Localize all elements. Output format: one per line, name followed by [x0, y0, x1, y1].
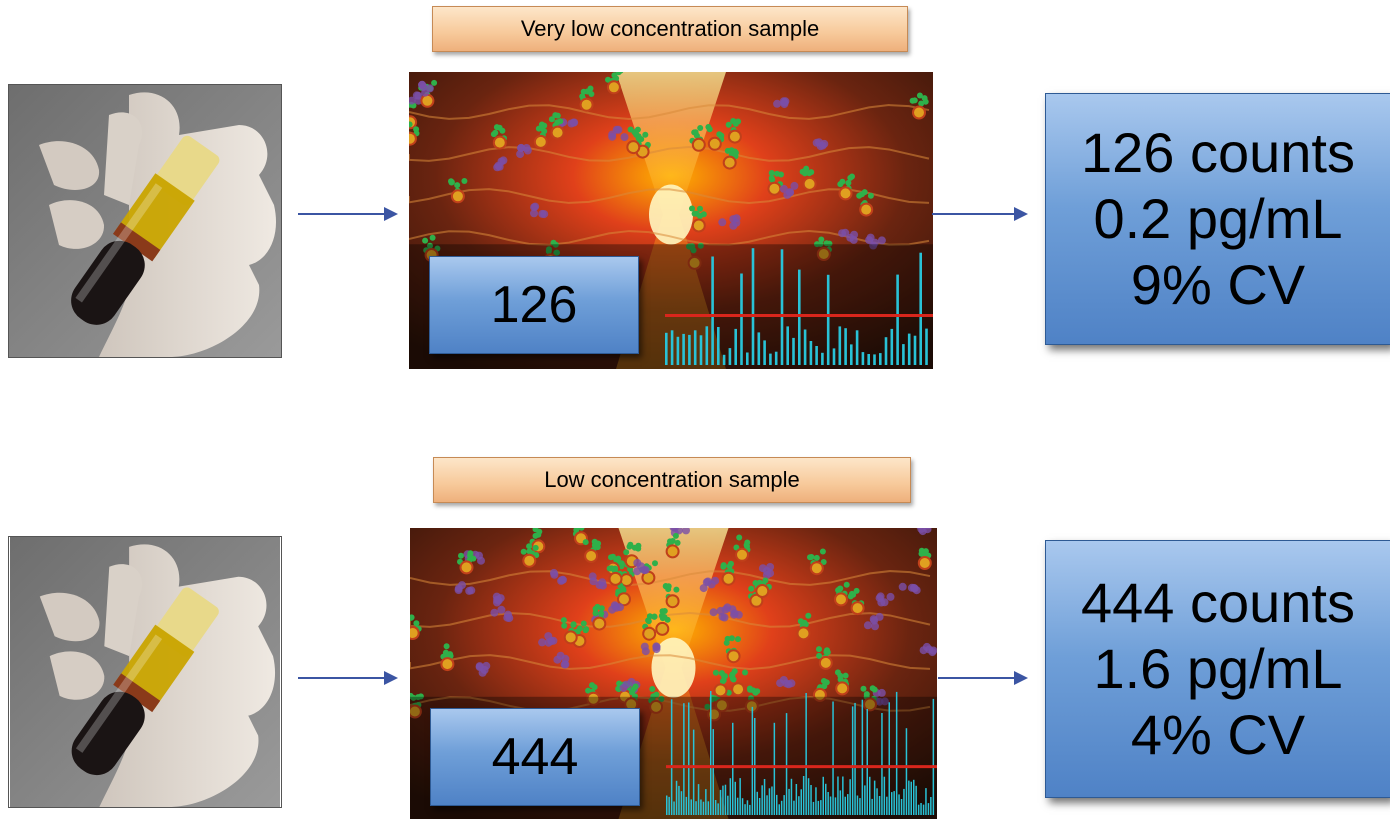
result-cv: 9% CV	[1130, 253, 1306, 316]
assay-row-low: Low concentration sample 444 444 counts …	[0, 452, 1390, 832]
single-molecule-detection-image: 444	[410, 528, 937, 819]
assay-row-very-low: Very low concentration sample 126 126 co…	[0, 0, 1390, 380]
single-molecule-detection-image: 126	[409, 72, 933, 369]
blood-tube-in-hand-icon	[10, 537, 280, 807]
sample-label: Low concentration sample	[433, 457, 911, 503]
result-box: 126 counts 0.2 pg/mL 9% CV	[1045, 93, 1390, 345]
result-concentration: 0.2 pg/mL	[1093, 187, 1343, 250]
blood-tube-in-hand-icon	[9, 85, 281, 357]
result-cv: 4% CV	[1130, 703, 1306, 766]
sample-label: Very low concentration sample	[432, 6, 908, 52]
blood-tube-photo	[8, 84, 282, 358]
result-counts: 126 counts	[1081, 121, 1355, 184]
blood-tube-photo	[8, 536, 282, 808]
right-arrow-icon	[932, 207, 1028, 221]
result-concentration: 1.6 pg/mL	[1093, 637, 1343, 700]
detection-scene	[409, 72, 933, 369]
right-arrow-icon	[298, 207, 398, 221]
count-box: 126	[429, 256, 639, 354]
result-box: 444 counts 1.6 pg/mL 4% CV	[1045, 540, 1390, 798]
count-box: 444	[430, 708, 640, 806]
right-arrow-icon	[938, 671, 1028, 685]
result-counts: 444 counts	[1081, 571, 1355, 634]
right-arrow-icon	[298, 671, 398, 685]
